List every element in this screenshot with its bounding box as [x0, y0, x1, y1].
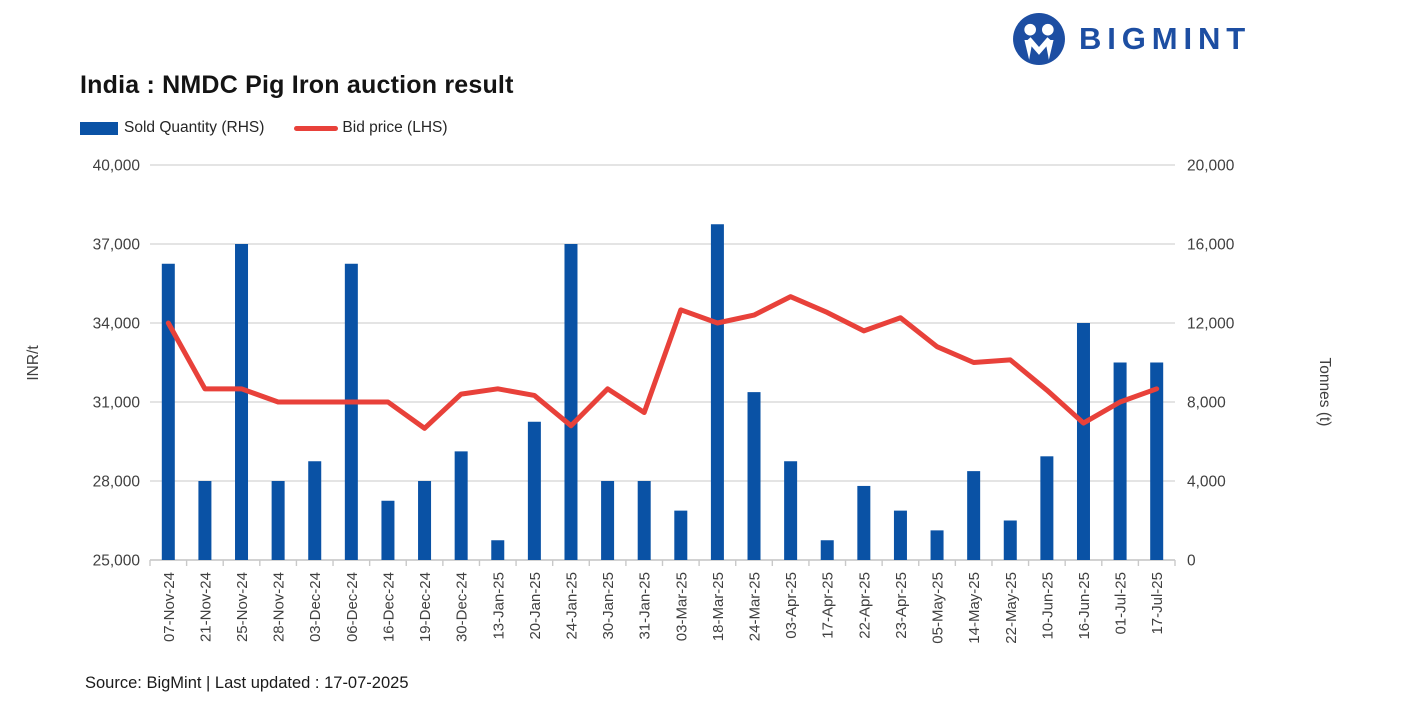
- bar-30-Jan-25: [601, 481, 615, 560]
- right-tick-label: 12,000: [1187, 316, 1235, 333]
- bar-swatch-icon: [80, 121, 118, 135]
- x-label: 05-May-25: [930, 572, 947, 644]
- left-tick-label: 28,000: [93, 474, 141, 491]
- left-axis-title: INR/t: [25, 345, 42, 381]
- right-tick-label: 8,000: [1187, 395, 1226, 412]
- bar-22-Apr-25: [857, 485, 871, 560]
- legend-label: Sold Quantity (RHS): [124, 119, 265, 136]
- right-axis-title: Tonnes (t): [1316, 358, 1333, 427]
- bar-24-Mar-25: [747, 392, 761, 560]
- bar-19-Dec-24: [418, 481, 432, 560]
- x-label: 03-Apr-25: [783, 572, 800, 639]
- brand-logo: BIGMINT: [1012, 12, 1251, 66]
- legend: Sold Quantity (RHS) Bid price (LHS): [80, 119, 478, 137]
- x-label: 17-Jul-25: [1149, 572, 1166, 635]
- bar-17-Jul-25: [1150, 362, 1164, 560]
- x-label: 20-Jan-25: [527, 572, 544, 640]
- bar-21-Nov-24: [198, 481, 212, 560]
- x-label: 30-Dec-24: [454, 572, 471, 642]
- left-tick-label: 31,000: [93, 395, 141, 412]
- x-label: 17-Apr-25: [820, 572, 837, 639]
- left-tick-label: 40,000: [93, 158, 141, 175]
- x-label: 16-Jun-25: [1076, 572, 1093, 640]
- x-label: 24-Mar-25: [747, 572, 764, 641]
- x-label: 31-Jan-25: [637, 572, 654, 640]
- bar-17-Apr-25: [820, 540, 834, 560]
- right-tick-label: 0: [1187, 553, 1196, 570]
- bar-18-Mar-25: [710, 224, 724, 560]
- bar-03-Apr-25: [784, 461, 798, 560]
- bar-10-Jun-25: [1040, 456, 1054, 560]
- x-label: 03-Mar-25: [673, 572, 690, 641]
- bar-30-Dec-24: [454, 451, 468, 560]
- left-tick-label: 37,000: [93, 237, 141, 254]
- bar-05-May-25: [930, 530, 944, 560]
- x-label: 16-Dec-24: [380, 572, 397, 642]
- bar-03-Mar-25: [674, 510, 688, 560]
- bigmint-logo-icon: [1013, 13, 1065, 65]
- bar-25-Nov-24: [235, 244, 249, 560]
- left-tick-label: 25,000: [93, 553, 141, 570]
- bar-22-May-25: [1003, 520, 1017, 560]
- bar-16-Jun-25: [1076, 323, 1090, 560]
- bar-28-Nov-24: [271, 481, 285, 560]
- line-swatch-icon: [294, 125, 339, 131]
- legend-label: Bid price (LHS): [342, 119, 448, 136]
- x-label: 23-Apr-25: [893, 572, 910, 639]
- bar-07-Nov-24: [161, 263, 175, 560]
- bar-20-Jan-25: [527, 421, 541, 560]
- x-label: 25-Nov-24: [234, 572, 251, 642]
- bar-16-Dec-24: [381, 500, 395, 560]
- source-note: Source: BigMint | Last updated : 17-07-2…: [85, 674, 409, 692]
- x-label: 03-Dec-24: [307, 572, 324, 642]
- x-label: 14-May-25: [966, 572, 983, 644]
- bar-06-Dec-24: [344, 263, 358, 560]
- x-label: 07-Nov-24: [161, 572, 178, 642]
- legend-item-sold-quantity: Sold Quantity (RHS): [80, 119, 264, 137]
- right-tick-label: 16,000: [1187, 237, 1235, 254]
- x-label: 24-Jan-25: [563, 572, 580, 640]
- x-label: 10-Jun-25: [1039, 572, 1056, 640]
- legend-item-bid-price: Bid price (LHS): [294, 119, 448, 137]
- bar-13-Jan-25: [491, 540, 505, 560]
- bar-31-Jan-25: [637, 481, 651, 560]
- x-label: 06-Dec-24: [344, 572, 361, 642]
- x-label: 01-Jul-25: [1113, 572, 1130, 635]
- bar-24-Jan-25: [564, 244, 578, 560]
- x-label: 28-Nov-24: [271, 572, 288, 642]
- page-title: India : NMDC Pig Iron auction result: [80, 71, 514, 99]
- right-tick-label: 4,000: [1187, 474, 1226, 491]
- left-tick-label: 34,000: [93, 316, 141, 333]
- x-label: 22-Apr-25: [856, 572, 873, 639]
- x-label: 21-Nov-24: [197, 572, 214, 642]
- bar-23-Apr-25: [893, 510, 907, 560]
- x-label: 19-Dec-24: [417, 572, 434, 642]
- bar-14-May-25: [967, 471, 981, 560]
- x-label: 18-Mar-25: [710, 572, 727, 641]
- right-tick-label: 20,000: [1187, 158, 1235, 175]
- bar-03-Dec-24: [308, 461, 322, 560]
- bid-price-line: [165, 294, 1160, 431]
- x-label: 30-Jan-25: [600, 572, 617, 640]
- x-label: 22-May-25: [1003, 572, 1020, 644]
- bar-01-Jul-25: [1113, 362, 1127, 560]
- brand-name: BIGMINT: [1079, 21, 1252, 56]
- x-label: 13-Jan-25: [490, 572, 507, 640]
